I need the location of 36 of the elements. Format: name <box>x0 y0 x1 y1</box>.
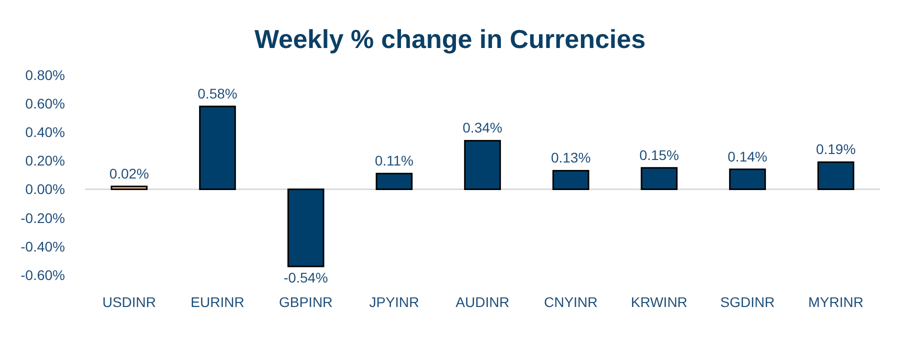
data-label: 0.58% <box>198 85 238 102</box>
data-label: -0.54% <box>284 269 328 286</box>
y-tick-label: -0.60% <box>20 266 65 283</box>
bar <box>552 170 590 190</box>
bar <box>287 188 324 268</box>
data-label: 0.11% <box>374 152 414 169</box>
data-label: 0.19% <box>816 141 856 158</box>
bar <box>376 172 413 190</box>
x-tick-label: USDINR <box>102 294 156 310</box>
y-tick-label: 0.40% <box>25 124 65 140</box>
data-label: 0.13% <box>550 150 591 166</box>
x-tick-label: CNYINR <box>544 294 598 310</box>
data-label: 0.14% <box>728 148 768 164</box>
y-tick-label: 0.80% <box>25 66 65 83</box>
bar <box>817 161 854 190</box>
y-tick-label: 0.20% <box>25 152 65 169</box>
bar <box>640 167 678 190</box>
x-tick-label: GBPINR <box>278 294 333 310</box>
chart-title: Weekly % change in Currencies <box>254 24 646 54</box>
x-tick-label: AUDINR <box>456 294 510 310</box>
y-tick-label: 0.00% <box>25 181 65 198</box>
bar <box>199 106 236 190</box>
x-tick-label: MYRINR <box>808 294 864 310</box>
bar <box>729 168 766 190</box>
x-tick-label: KRWINR <box>630 294 688 310</box>
y-tick-label: -0.20% <box>20 210 65 226</box>
x-tick-label: JPYINR <box>369 294 420 310</box>
bar <box>464 140 501 190</box>
y-tick-label: 0.60% <box>25 95 65 112</box>
x-tick-label: EURINR <box>190 294 244 310</box>
x-tick-label: SGDINR <box>720 294 775 310</box>
data-label: 0.02% <box>109 165 150 182</box>
y-tick-label: -0.40% <box>20 238 65 254</box>
bar <box>110 186 148 190</box>
data-label: 0.34% <box>462 120 502 136</box>
data-label: 0.15% <box>639 146 680 163</box>
